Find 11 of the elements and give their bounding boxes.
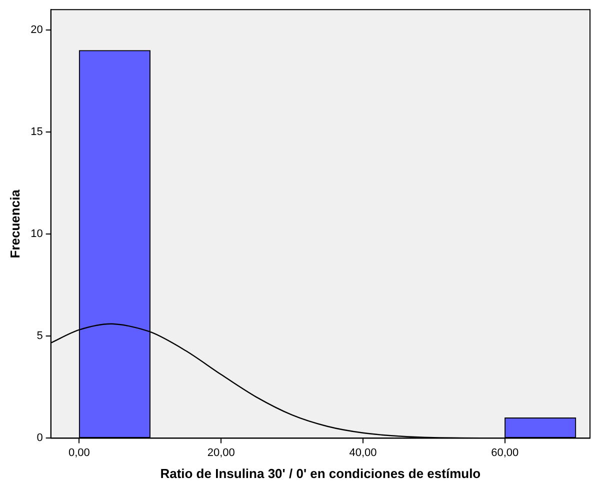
- y-tick-label: 20: [30, 24, 43, 36]
- y-tick-label: 15: [30, 126, 43, 138]
- x-tick-label: 60,00: [491, 446, 519, 459]
- x-axis-title: Ratio de Insulina 30' / 0' en condiciones de estímulo: [160, 466, 481, 481]
- y-axis-title: Frecuencia: [7, 188, 22, 258]
- x-tick-label: 40,00: [349, 446, 377, 459]
- y-tick-label: 0: [36, 432, 43, 444]
- y-tick-label: 5: [36, 330, 43, 342]
- x-tick-label: 0,00: [68, 446, 90, 459]
- y-tick-label: 10: [30, 228, 43, 240]
- x-tick-label: 20,00: [207, 446, 235, 459]
